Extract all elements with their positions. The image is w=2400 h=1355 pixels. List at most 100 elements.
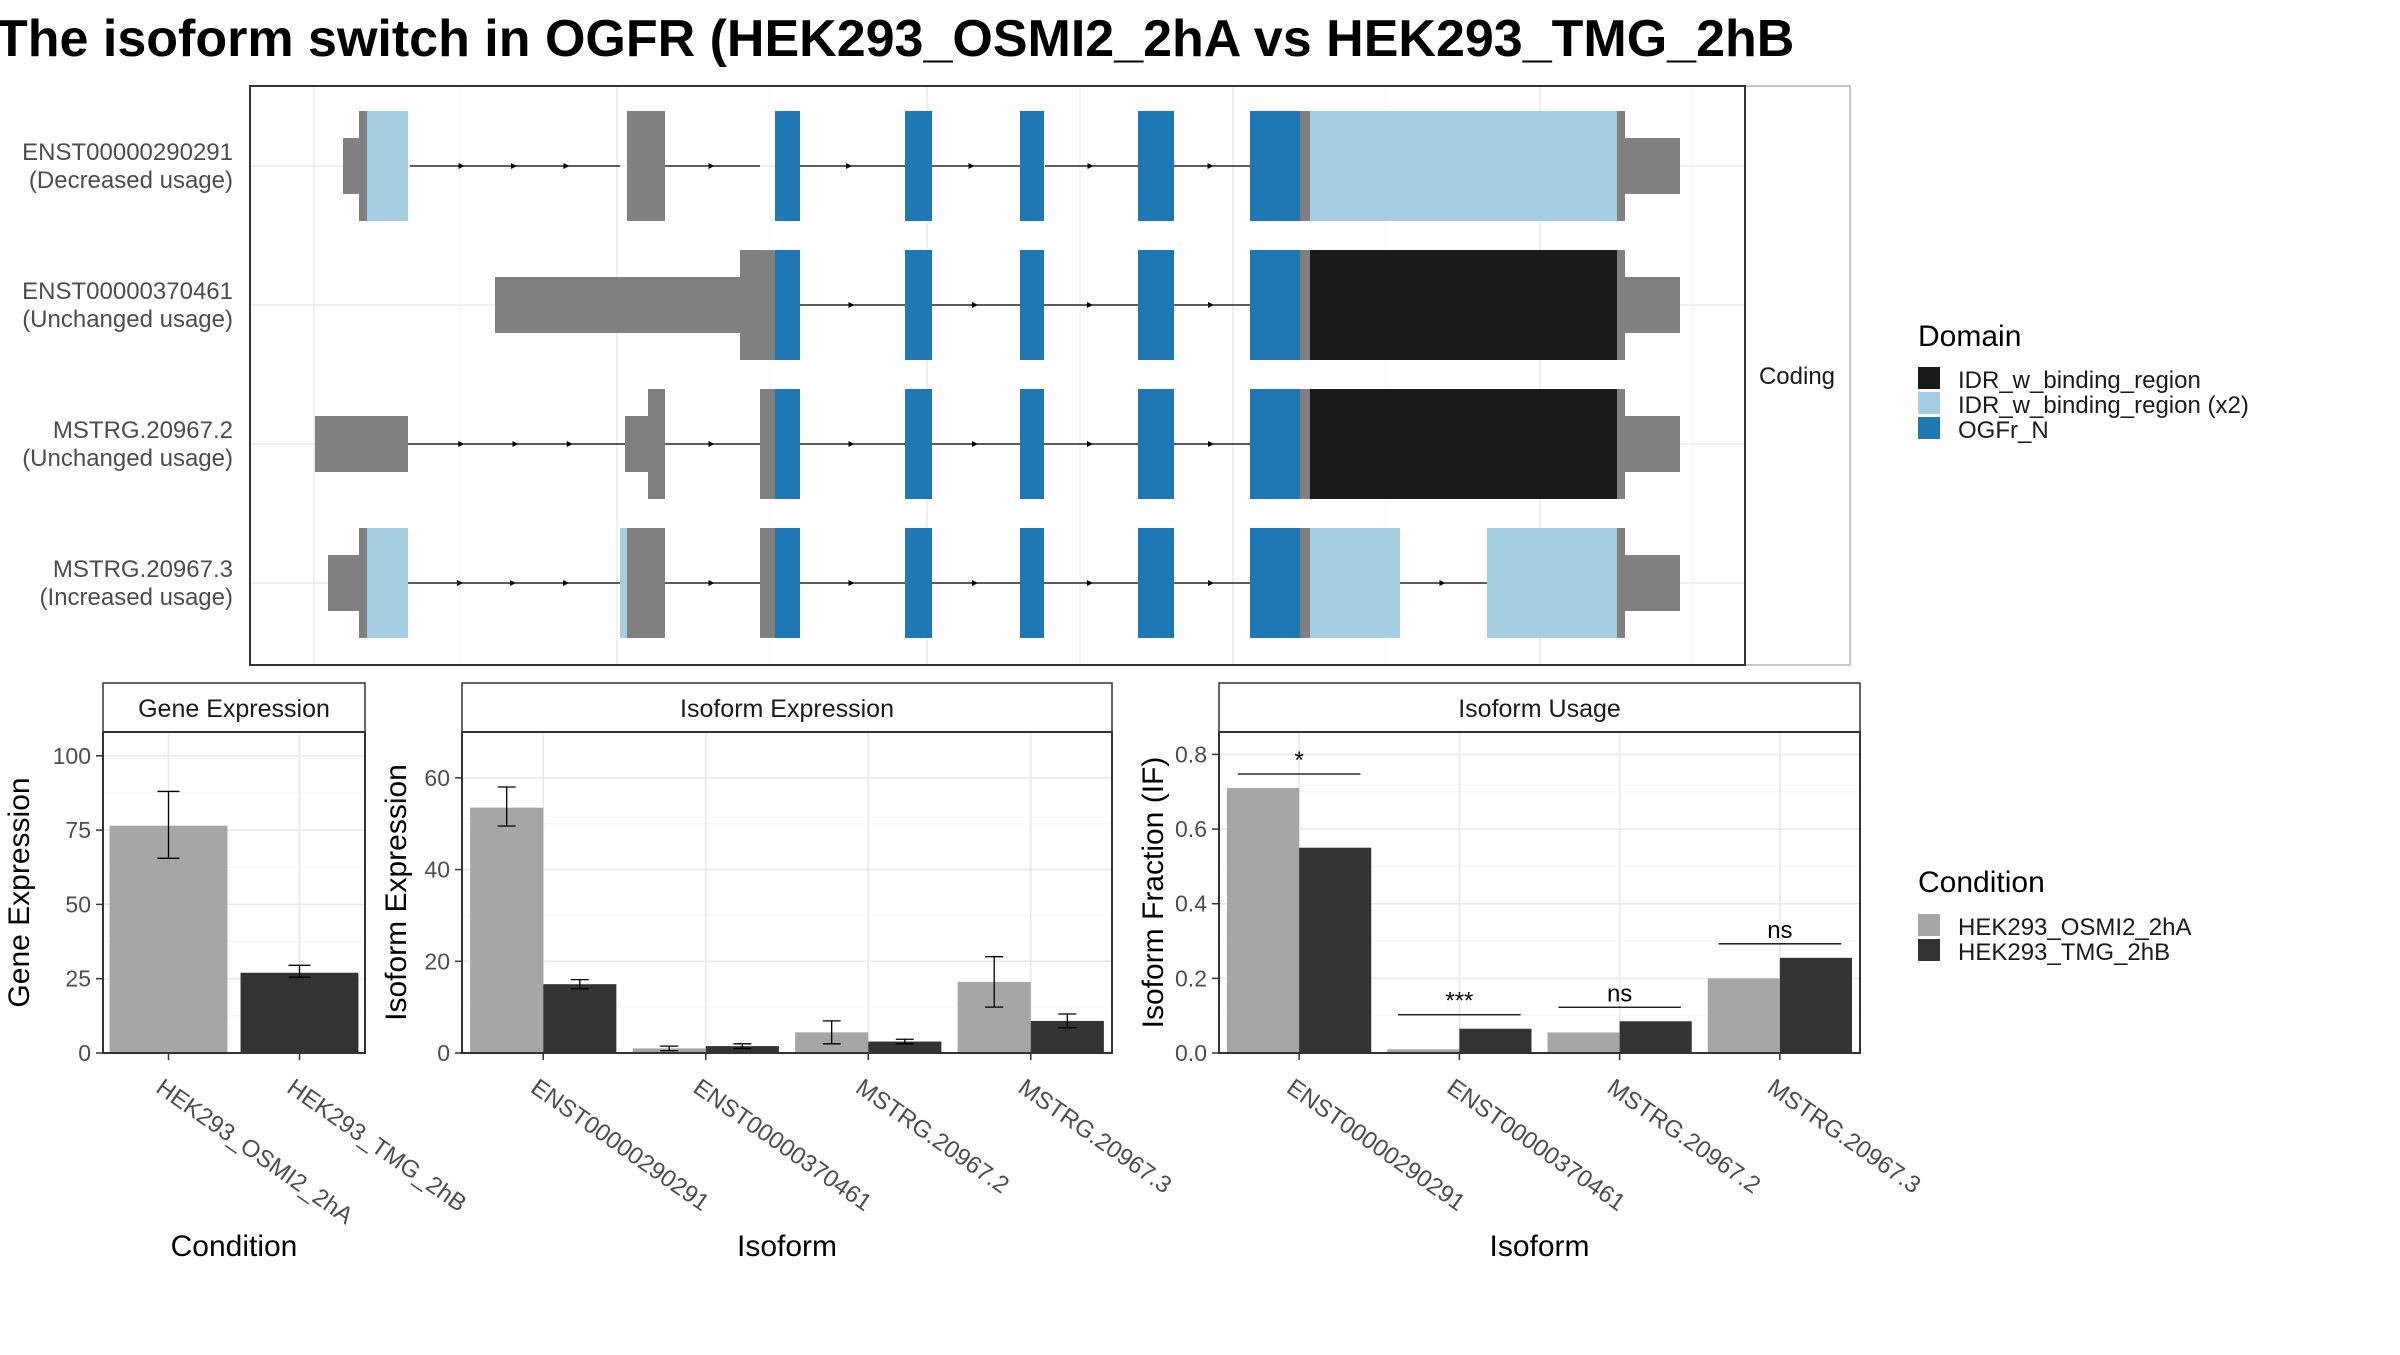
ogfr-domain-exon <box>775 111 800 221</box>
plot-frame <box>461 731 1113 1054</box>
intron-arrow <box>968 163 975 169</box>
ogfr-domain-exon <box>1250 250 1300 360</box>
bar <box>1619 1021 1692 1053</box>
bar-panels: Gene Expression0255075100HEK293_OSMI2_2h… <box>3 682 1925 1263</box>
idr-domain-exon <box>1310 389 1617 499</box>
intron-arrow <box>708 163 715 169</box>
domain-legend-title: Domain <box>1918 320 2021 353</box>
transcript-structure-panel: Coding ENST00000290291(Decreased usage) E… <box>22 85 1851 666</box>
utr-exon <box>1300 111 1310 221</box>
y-tick-label: 0 <box>78 1040 91 1066</box>
ogfr-domain-exon <box>1020 389 1044 499</box>
y-tick-label: 100 <box>53 743 91 769</box>
transcript-id-label: MSTRG.20967.2 <box>53 417 233 444</box>
intron-arrow <box>1087 580 1093 586</box>
legend-label-idr-x2: IDR_w_binding_region (x2) <box>1958 392 2249 419</box>
idr-x2-domain-exon <box>367 111 408 221</box>
facet-strip <box>102 682 366 733</box>
idr-x2-domain-exon <box>1487 528 1617 638</box>
y-axis-title: Gene Expression <box>3 777 36 1007</box>
intron-arrow <box>510 580 516 586</box>
idr-x2-domain-exon <box>620 528 627 638</box>
intron-arrow <box>512 441 519 447</box>
utr-exon <box>1617 111 1625 221</box>
intron-arrow <box>1087 163 1094 169</box>
y-tick-label: 0.4 <box>1175 891 1207 917</box>
utr-exon <box>1300 528 1310 638</box>
intron-arrow <box>846 163 852 169</box>
intron-arrow <box>1207 163 1214 169</box>
ogfr-domain-exon <box>905 111 932 221</box>
transcript-id-label: ENST00000290291 <box>22 139 233 166</box>
y-axis-title: Isoform Expression <box>380 764 413 1021</box>
ogfr-domain-exon <box>775 389 800 499</box>
x-tick-label: ENST00000290291 <box>526 1074 714 1217</box>
x-tick-label: MSTRG.20967.2 <box>1602 1074 1765 1199</box>
ogfr-domain-exon <box>1250 389 1300 499</box>
domain-legend: Domain IDR_w_binding_region IDR_w_bindin… <box>1918 320 2249 444</box>
plot-frame <box>1218 731 1861 1054</box>
legend-swatch-idr <box>1918 367 1940 389</box>
x-axis-title: Condition <box>171 1230 298 1263</box>
intron-arrow <box>1208 580 1214 586</box>
utr-exon <box>625 416 648 472</box>
y-tick-label: 75 <box>65 817 91 843</box>
intron-arrow <box>972 302 978 308</box>
utr-exon <box>1625 277 1680 333</box>
intron-arrow <box>1208 441 1214 447</box>
isoform-expression-panel: Isoform Expression 0 20 40 60 ENST00000290291… <box>380 682 1176 1263</box>
intron-arrow <box>1439 580 1446 586</box>
bar <box>1387 1049 1460 1053</box>
intron-arrow <box>458 441 465 447</box>
panel-title: Gene Expression <box>138 695 330 723</box>
significance-label: ns <box>1607 980 1632 1007</box>
ogfr-domain-exon <box>775 528 800 638</box>
bar <box>1299 847 1372 1053</box>
y-tick-label: 50 <box>65 891 91 917</box>
bar <box>868 1041 942 1053</box>
legend-swatch-cond-b <box>1918 939 1940 961</box>
x-tick-label: MSTRG.20967.2 <box>851 1074 1014 1199</box>
y-tick-label: 60 <box>424 765 450 791</box>
utr-exon <box>760 528 775 638</box>
ogfr-domain-exon <box>1138 528 1174 638</box>
bar <box>109 825 228 1053</box>
ogfr-domain-exon <box>1250 111 1300 221</box>
ogfr-domain-exon <box>1020 250 1044 360</box>
utr-exon <box>648 389 665 499</box>
bar <box>1459 1028 1532 1053</box>
utr-exon <box>359 528 367 638</box>
transcript-id-label: MSTRG.20967.3 <box>53 556 233 583</box>
legend-label-ogfr: OGFr_N <box>1958 417 2049 444</box>
intron-arrow <box>1208 302 1214 308</box>
utr-exon <box>1617 528 1625 638</box>
intron-arrow <box>708 580 715 586</box>
y-tick-label: 40 <box>424 857 450 883</box>
transcript-usage-label: (Unchanged usage) <box>22 306 233 333</box>
condition-legend: Condition HEK293_OSMI2_2hA HEK293_TMG_2h… <box>1918 866 2191 966</box>
y-tick-label: 0.8 <box>1175 741 1207 767</box>
legend-label-idr: IDR_w_binding_region <box>1958 367 2201 394</box>
x-axis-title: Isoform <box>1489 1230 1589 1263</box>
ogfr-domain-exon <box>905 250 932 360</box>
utr-exon <box>1625 555 1680 611</box>
ogfr-domain-exon <box>775 250 800 360</box>
utr-exon <box>627 528 665 638</box>
utr-exon <box>1625 138 1680 194</box>
legend-label-cond-a: HEK293_OSMI2_2hA <box>1958 914 2191 941</box>
transcript-usage-label: (Decreased usage) <box>29 167 233 194</box>
idr-domain-exon <box>1310 250 1617 360</box>
transcript-usage-label: (Increased usage) <box>40 584 233 611</box>
ogfr-domain-exon <box>1138 250 1174 360</box>
utr-exon <box>740 250 775 360</box>
panel-title: Isoform Expression <box>680 695 894 723</box>
facet-strip-label: Coding <box>1759 363 1835 390</box>
x-axis-title: Isoform <box>737 1230 837 1263</box>
intron-arrow <box>848 302 855 308</box>
intron-arrow <box>848 580 855 586</box>
intron-arrow <box>566 441 573 447</box>
intron-arrow <box>708 441 715 447</box>
structure-panel-frame <box>249 85 1746 666</box>
idr-x2-domain-exon <box>1310 528 1400 638</box>
